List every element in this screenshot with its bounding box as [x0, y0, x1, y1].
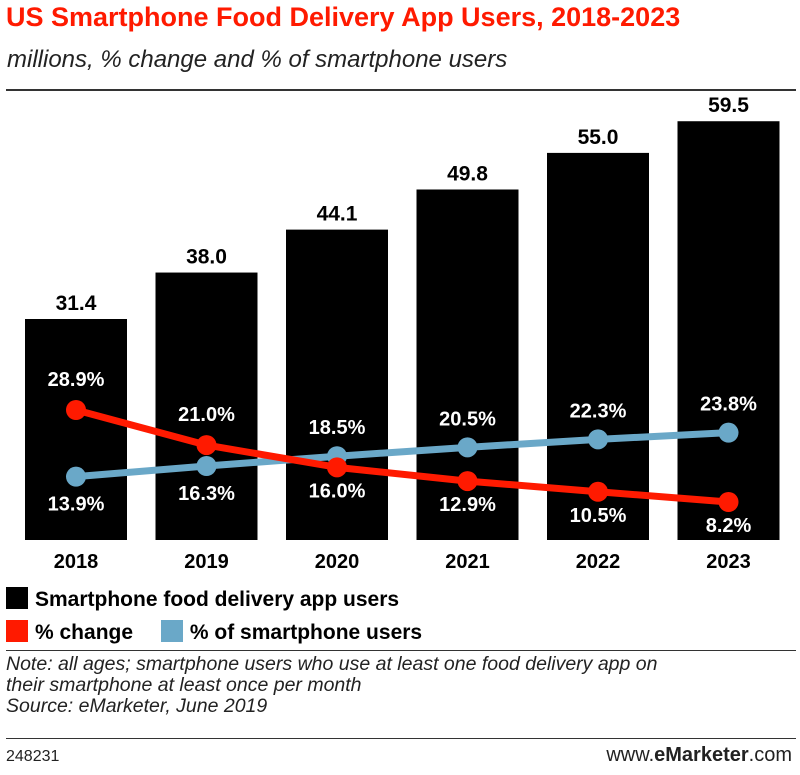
bar-value-label-2018: 31.4 [56, 292, 97, 315]
point-share-2023 [718, 422, 739, 443]
legend-bars-label: Smartphone food delivery app users [35, 588, 400, 611]
note-line-2: their smartphone at least once per month [6, 674, 362, 696]
point-share-2021 [457, 437, 478, 458]
point-change-2022 [588, 481, 608, 502]
bar-value-label-2021: 49.8 [447, 162, 488, 185]
share-label-2023: 23.8% [700, 394, 757, 416]
chart-area: 31.4 2018 38.0 2019 44.1 2020 49.8 2021 55.0 2022… [25, 94, 780, 573]
change-label-2022: 10.5% [570, 505, 627, 527]
bar-2019 [155, 272, 258, 540]
legend-change-label: % change [35, 621, 134, 644]
share-label-2021: 20.5% [439, 408, 496, 430]
top-divider [6, 89, 796, 91]
line-change [75, 406, 729, 506]
change-label-2023: 8.2% [706, 515, 752, 537]
bar-value-label-2022: 55.0 [578, 126, 619, 149]
chart-id: 248231 [6, 748, 60, 765]
chart-subtitle: millions, % change and % of smartphone u… [7, 46, 508, 73]
footnote: Note: all ages; smartphone users who use… [6, 654, 796, 717]
footer-divider [6, 738, 796, 739]
bar-value-label-2023: 59.5 [708, 94, 749, 117]
point-share-2018 [66, 466, 86, 487]
share-label-2020: 18.5% [309, 417, 366, 439]
x-tick-label-2020: 2020 [315, 551, 360, 573]
change-label-2019: 21.0% [178, 404, 235, 426]
share-label-2022: 22.3% [570, 400, 627, 422]
bar-2022 [547, 152, 649, 541]
point-change-2018 [66, 400, 86, 420]
legend-change-swatch [6, 620, 28, 642]
legend-bars: Smartphone food delivery app users [6, 587, 399, 612]
change-label-2018: 28.9% [48, 369, 105, 391]
point-change-2019 [196, 435, 217, 456]
brand-suffix: .com [748, 744, 792, 766]
point-change-2021 [457, 471, 478, 492]
note-line-1: Note: all ages; smartphone users who use… [6, 653, 658, 675]
brand-prefix: www. [606, 744, 655, 766]
bar-2018 [25, 319, 127, 540]
x-tick-label-2023: 2023 [706, 551, 751, 573]
source-line: Source: eMarketer, June 2019 [6, 695, 268, 717]
chart-title: US Smartphone Food Delivery App Users, 2… [6, 2, 681, 32]
bar-2020 [286, 229, 388, 540]
share-label-2019: 16.3% [178, 483, 235, 505]
bar-value-label-2020: 44.1 [317, 203, 358, 226]
x-tick-label-2019: 2019 [184, 551, 229, 573]
bottom-divider [6, 650, 796, 651]
legend-bars-swatch [6, 587, 28, 609]
x-tick-label-2021: 2021 [445, 551, 490, 573]
point-change-2023 [718, 492, 739, 512]
legend-lines: % change % of smartphone users [6, 620, 422, 645]
point-share-2022 [588, 429, 608, 450]
bar-value-label-2019: 38.0 [186, 246, 227, 269]
x-tick-label-2022: 2022 [576, 551, 621, 573]
brand-name: eMarketer [654, 744, 749, 766]
change-label-2021: 12.9% [439, 494, 496, 516]
point-change-2020 [327, 457, 347, 478]
legend-share-label: % of smartphone users [189, 621, 423, 644]
x-tick-label-2018: 2018 [54, 551, 99, 573]
change-label-2020: 16.0% [309, 480, 366, 502]
share-label-2018: 13.9% [48, 494, 105, 516]
bar-2023 [677, 121, 780, 541]
line-share [75, 429, 729, 481]
legend-share-swatch [160, 620, 183, 642]
point-share-2019 [196, 456, 217, 476]
brand-link[interactable]: www.eMarketer.com [606, 744, 792, 767]
